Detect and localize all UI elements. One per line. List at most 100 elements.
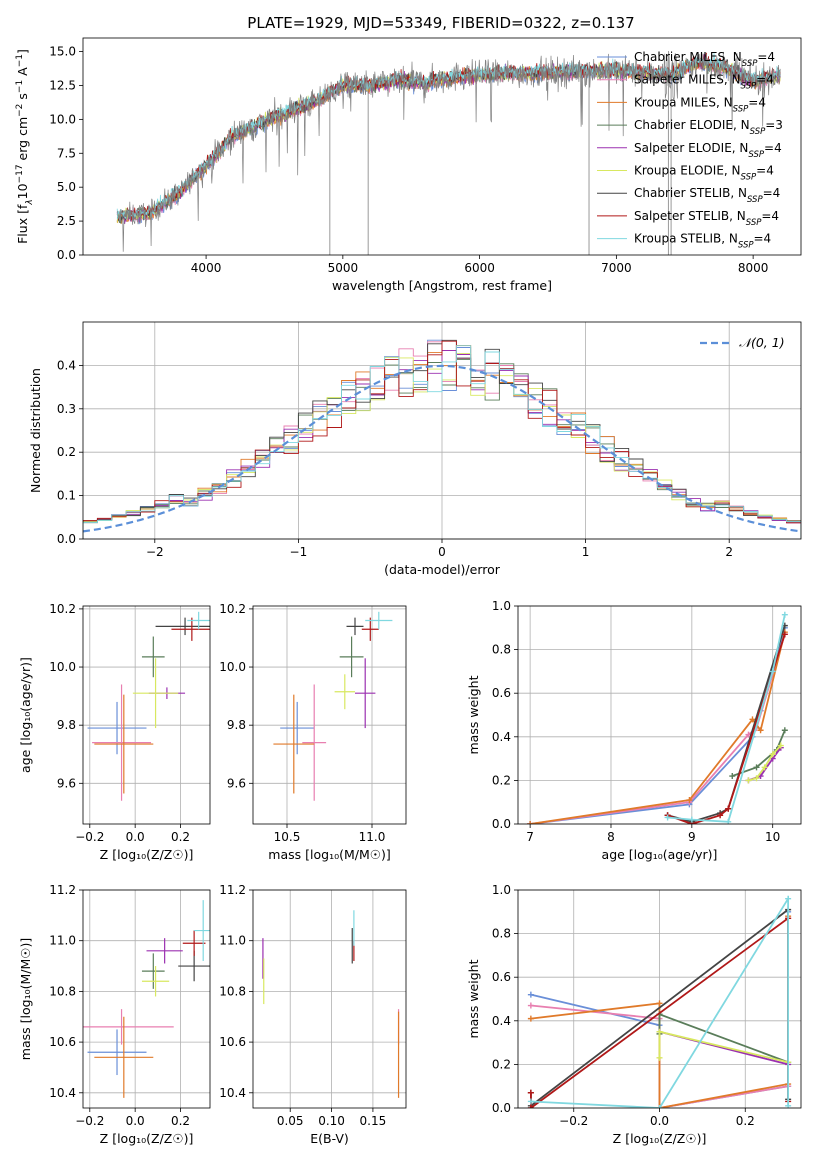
series-line	[731, 729, 786, 777]
y-tick-label: 0.2	[57, 445, 76, 459]
legend-text: Chabrier MILES, N	[634, 50, 742, 64]
series-marker	[729, 773, 736, 780]
legend-value: =4	[763, 186, 781, 200]
series-line	[667, 625, 786, 823]
y-tick-label: 10.0	[49, 660, 76, 674]
y-axis-label-part: ]	[15, 49, 30, 54]
x-tick-label: 0.0	[126, 1114, 145, 1128]
axes-frame	[82, 37, 802, 256]
y-tick-label: 10.2	[49, 602, 76, 616]
x-tick-label: 0.10	[318, 1114, 345, 1128]
y-tick-label: 2.5	[57, 214, 76, 228]
legend-text: Salpeter STELIB, N	[634, 209, 746, 223]
legend-entry: Kroupa STELIB, NSSP=4	[634, 232, 771, 251]
y-axis-label-part: λ	[25, 199, 35, 205]
series-line	[658, 1030, 789, 1064]
x-tick-label: −0.2	[75, 830, 104, 844]
series-marker	[656, 1000, 663, 1007]
y-tick-label: 0.8	[492, 927, 511, 941]
y-tick-label: 0.8	[492, 643, 511, 657]
x-tick-label: 5000	[328, 261, 359, 275]
y-tick-label: 0.6	[492, 686, 511, 700]
y-tick-label: 0.6	[492, 970, 511, 984]
axes-spectrum: 4000 5000 6000 7000 8000 0.0 2.5 5.0 7.5 10.0 12.5…	[15, 37, 802, 293]
axes-ebv_mass: 0.05 0.10 0.15 10.4 10.6 10.8 11.0 11.2 E(B-V)	[219, 883, 407, 1146]
x-tick-label: 0.15	[360, 1114, 387, 1128]
normal-curve	[83, 364, 801, 533]
y-tick-label: 11.0	[219, 934, 246, 948]
axes-frame	[517, 605, 802, 825]
x-tick-label: 1	[582, 545, 590, 559]
legend-value: =4	[748, 95, 766, 109]
y-axis-label-part: −1	[15, 80, 25, 93]
y-axis-label-part: A	[15, 67, 30, 80]
y-tick-label: 15.0	[49, 45, 76, 59]
legend-text: Kroupa STELIB, N	[634, 232, 738, 246]
axes-frame	[517, 889, 802, 1109]
y-tick-label: 0.2	[492, 1057, 511, 1071]
y-tick-label: 10.8	[219, 984, 246, 998]
legend-sub: SSP	[741, 82, 757, 92]
axes-frame	[82, 321, 802, 540]
y-tick-label: 9.6	[57, 776, 76, 790]
series-marker	[781, 727, 788, 734]
series-line	[530, 895, 789, 1108]
legend-text: Kroupa ELODIE, N	[634, 164, 741, 178]
series-line	[529, 631, 786, 824]
legend-entry: Chabrier STELIB, NSSP=4	[634, 186, 780, 205]
x-tick-label: 0.2	[171, 1114, 190, 1128]
y-tick-label: 0.4	[492, 730, 511, 744]
x-tick-label: −0.2	[75, 1114, 104, 1128]
plot-area-spectrum	[116, 50, 781, 255]
x-tick-label: 8000	[738, 261, 769, 275]
x-tick-label: 6000	[464, 261, 495, 275]
x-tick-label: 0.0	[126, 830, 145, 844]
x-tick-label: 0.05	[277, 1114, 304, 1128]
x-tick-label: 7	[526, 830, 534, 844]
plot-area-z_mass	[83, 900, 210, 1098]
x-tick-label: 0.2	[736, 1114, 755, 1128]
y-tick-label: 0.4	[492, 1014, 511, 1028]
legend-entry: Kroupa MILES, NSSP=4	[634, 95, 766, 114]
legend-entry: Salpeter STELIB, NSSP=4	[634, 209, 779, 228]
plot-area-mass_age	[273, 611, 393, 801]
y-axis-label-part: s	[15, 93, 30, 104]
x-tick-label: −1	[290, 545, 308, 559]
legend-sub: SSP	[741, 173, 757, 183]
series-marker	[527, 821, 534, 824]
series-marker	[753, 764, 760, 771]
legend-text: Chabrier ELODIE, N	[634, 118, 750, 132]
series-line	[748, 744, 782, 782]
series-marker	[717, 812, 724, 819]
y-axis-label: mass weight	[466, 675, 481, 754]
y-tick-label: 9.8	[57, 718, 76, 732]
series-marker	[757, 727, 764, 734]
series-marker	[777, 742, 784, 749]
y-tick-label: 9.6	[227, 776, 246, 790]
series-marker	[749, 716, 756, 723]
legend-sub: SSP	[738, 241, 754, 251]
legend-sub: SSP	[742, 59, 758, 69]
y-tick-label: 5.0	[57, 180, 76, 194]
legend-sub: SSP	[750, 127, 766, 137]
legend-value: =4	[756, 73, 774, 87]
x-tick-label: 10	[765, 830, 780, 844]
y-tick-label: 0.0	[57, 248, 76, 262]
y-axis-label-part: 10	[15, 183, 30, 199]
axes-frame	[252, 605, 407, 825]
legend-sub: SSP	[748, 150, 764, 160]
series-marker	[769, 751, 776, 758]
x-axis-label: (data-model)/error	[384, 562, 501, 577]
y-tick-label: 10.0	[219, 660, 246, 674]
legend-entry: Chabrier MILES, NSSP=4	[634, 50, 775, 69]
legend-entry: 𝒩(0, 1)	[739, 335, 785, 350]
x-tick-label: 9	[688, 830, 696, 844]
x-tick-label: 8	[607, 830, 615, 844]
axes-z_age: −0.2 0.0 0.2 9.6 9.8 10.0 10.2 Z [log₁₀(Z/Z☉)] a…	[18, 602, 211, 862]
plot-area-z_age	[87, 611, 210, 801]
y-tick-label: 10.0	[49, 112, 76, 126]
series-marker	[761, 764, 768, 771]
y-tick-label: 11.2	[219, 883, 246, 897]
y-tick-label: 0.0	[492, 817, 511, 831]
